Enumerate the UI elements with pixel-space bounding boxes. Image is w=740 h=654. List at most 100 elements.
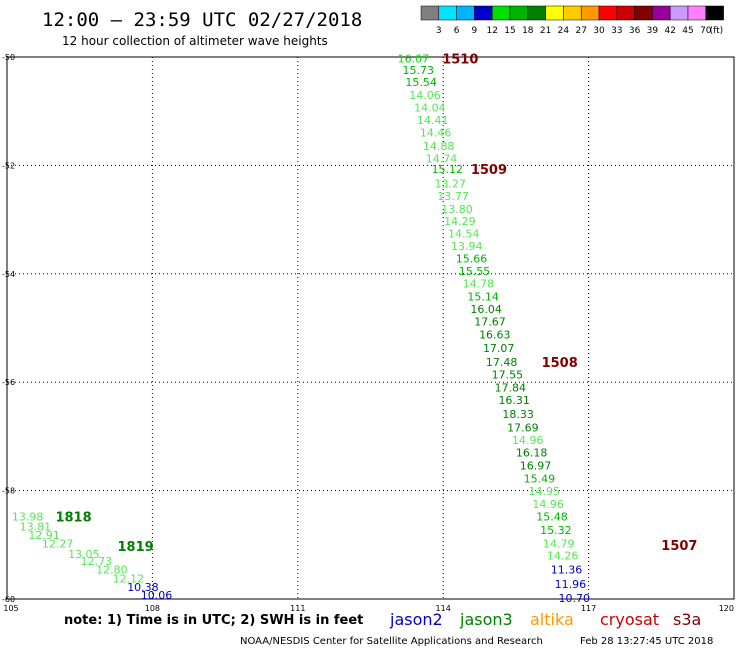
- swh-label-s3a: 16.31: [498, 394, 530, 407]
- swh-label-s3a: 17.48: [486, 356, 518, 369]
- chart-subtitle: 12 hour collection of altimeter wave hei…: [62, 34, 328, 48]
- scale-swatch: [545, 5, 564, 21]
- swh-label-jason3: 13.05: [68, 548, 100, 561]
- x-tick-label: 117: [581, 604, 596, 613]
- satellite-cryosat: cryosat: [600, 610, 659, 629]
- swh-label-jason3: 13.81: [20, 520, 52, 533]
- swh-label-jason3: 12.80: [96, 564, 128, 577]
- swh-label-s3a: 16.18: [516, 447, 548, 460]
- scale-label: 3: [436, 26, 442, 36]
- swh-label-s3a: 15.73: [402, 64, 434, 77]
- plot-frame: [6, 56, 735, 600]
- swh-label-s3a: 14.74: [426, 152, 458, 165]
- swh-label-s3a: 17.69: [507, 422, 539, 435]
- x-tick-label: 105: [3, 604, 18, 613]
- scale-unit: (ft): [710, 26, 724, 36]
- y-tick-label: -50: [2, 53, 15, 62]
- scale-label: 33: [611, 26, 622, 36]
- swh-label-s3a: 15.12: [432, 163, 464, 176]
- swh-label-s3a: 14.78: [463, 278, 495, 291]
- footer-note: note: 1) Time is in UTC; 2) SWH is in fe…: [64, 613, 363, 628]
- swh-label-s3a: 10.70: [559, 592, 591, 605]
- satellite-legend: jason2 jason3 altika cryosat s3a: [389, 610, 701, 629]
- swh-label-s3a: 16.04: [470, 303, 502, 316]
- scale-swatch: [580, 5, 600, 21]
- satellite-s3a: s3a: [673, 610, 701, 629]
- swh-label-s3a: 15.32: [540, 524, 572, 537]
- swh-label-jason2: 10.06: [141, 589, 173, 602]
- swh-label-s3a: 14.79: [543, 538, 575, 551]
- pass-time-label: 1818: [55, 511, 91, 526]
- swh-label-s3a: 15.55: [459, 265, 491, 278]
- swh-points: 16.0715.7315.5414.0614.0414.4114.4614.88…: [12, 53, 590, 605]
- scale-swatch: [491, 5, 511, 21]
- scale-swatch: [669, 5, 689, 21]
- y-axis: -50 -52 -54 -56 -58 -60: [2, 53, 15, 604]
- scale-swatch: [509, 5, 529, 21]
- swh-label-s3a: 15.14: [467, 291, 499, 304]
- satellite-altika: altika: [530, 610, 574, 629]
- swh-label-s3a: 11.96: [555, 578, 587, 591]
- scale-swatch: [456, 5, 475, 21]
- scale-label: 70: [700, 26, 712, 36]
- scale-label: 30: [593, 26, 605, 36]
- scale-swatch: [438, 5, 457, 21]
- swh-label-s3a: 14.96: [532, 498, 564, 511]
- scale-swatch: [705, 5, 724, 21]
- y-tick-label: -54: [2, 270, 15, 279]
- pass-time-label: 1509: [471, 163, 507, 178]
- scale-swatch: [634, 5, 653, 21]
- scale-swatch: [563, 5, 582, 21]
- swh-label-jason3: 13.98: [12, 511, 43, 524]
- x-axis: 105 108 111 114 117 120: [3, 604, 734, 613]
- y-tick-label: -56: [2, 378, 15, 387]
- footer-credit: NOAA/NESDIS Center for Satellite Applica…: [240, 636, 543, 647]
- y-tick-label: -58: [2, 487, 15, 496]
- swh-label-s3a: 14.46: [420, 126, 452, 139]
- swh-label-s3a: 14.88: [423, 140, 455, 153]
- x-tick-label: 111: [290, 604, 305, 613]
- swh-label-jason3: 12.12: [113, 572, 145, 585]
- scale-label: 15: [504, 26, 515, 36]
- scale-label: 42: [664, 26, 675, 36]
- swh-label-s3a: 13.80: [441, 203, 473, 216]
- y-tick-label: -60: [2, 595, 15, 604]
- scale-label: 36: [629, 26, 641, 36]
- scale-label: 27: [575, 26, 586, 36]
- swh-label-s3a: 14.04: [414, 101, 446, 114]
- chart-title: 12:00 – 23:59 UTC 02/27/2018: [42, 9, 362, 31]
- scale-label: 39: [647, 26, 659, 36]
- swh-label-s3a: 16.63: [479, 329, 511, 342]
- swh-label-s3a: 13.94: [451, 240, 483, 253]
- swh-label-s3a: 14.41: [417, 114, 449, 127]
- swh-label-s3a: 16.97: [520, 460, 552, 473]
- swh-label-jason3: 12.73: [81, 555, 113, 568]
- swh-label-jason3: 12.91: [28, 529, 60, 542]
- swh-label-s3a: 14.29: [444, 215, 476, 228]
- scale-label: 24: [558, 26, 570, 36]
- swh-label-s3a: 15.48: [536, 511, 568, 524]
- x-tick-label: 108: [145, 604, 160, 613]
- x-tick-label: 120: [719, 604, 734, 613]
- scale-label: 45: [682, 26, 693, 36]
- scale-swatch: [527, 5, 546, 21]
- swh-label-s3a: 15.54: [405, 76, 437, 89]
- scale-swatch: [687, 5, 707, 21]
- pass-time-label: 1510: [442, 53, 478, 68]
- swh-label-s3a: 18.33: [502, 408, 534, 421]
- scale-label: 9: [472, 26, 478, 36]
- swh-label-jason2: 10.38: [127, 581, 158, 594]
- footer-timestamp: Feb 28 13:27:45 UTC 2018: [580, 636, 713, 647]
- swh-label-s3a: 13.27: [434, 177, 466, 190]
- scale-label: 12: [486, 26, 497, 36]
- scale-swatch: [420, 5, 440, 21]
- scale-swatch: [652, 5, 671, 21]
- satellite-jason3: jason3: [459, 610, 513, 629]
- swh-label-s3a: 13.77: [437, 190, 469, 203]
- scale-label: 6: [454, 26, 460, 36]
- swh-label-s3a: 14.06: [409, 89, 441, 102]
- scale-label: 21: [540, 26, 551, 36]
- swh-label-s3a: 17.55: [492, 369, 523, 382]
- scale-swatch: [598, 5, 618, 21]
